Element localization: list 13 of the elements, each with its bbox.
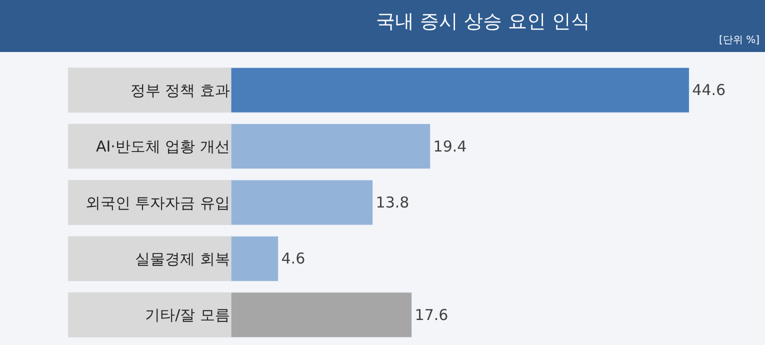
data-label: 13.8 — [376, 194, 410, 212]
data-label: 19.4 — [433, 137, 467, 156]
text: [단위 %] — [719, 35, 760, 46]
y-tick-label: 기타/잘 모름 — [145, 306, 230, 324]
y-tick-label: 정부 정책 효과 — [130, 81, 230, 100]
bar — [231, 236, 279, 282]
data-label: 44.6 — [692, 81, 726, 100]
data-label: 4.6 — [281, 250, 306, 268]
y-tick-label: 실물경제 회복 — [135, 250, 230, 268]
chart-title: 국내 증시 상승 요인 인식 — [376, 10, 590, 32]
data-label: 17.6 — [414, 306, 448, 324]
y-tick-label: 외국인 투자자금 유입 — [85, 194, 230, 212]
y-tick-label: AI·반도체 업황 개선 — [96, 138, 230, 156]
